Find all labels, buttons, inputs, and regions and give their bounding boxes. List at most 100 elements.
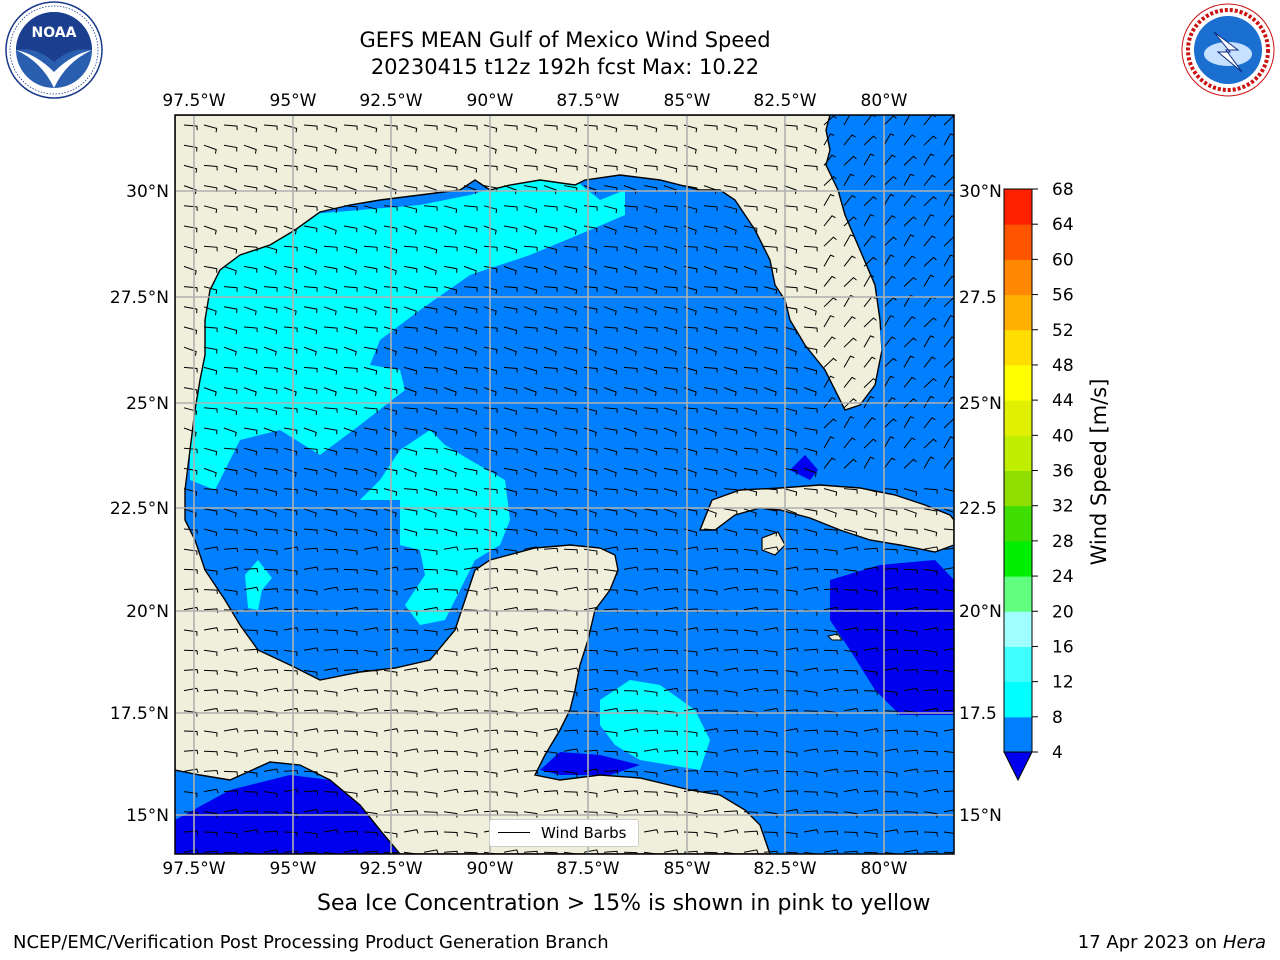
wind-barb <box>203 366 218 375</box>
wind-barb <box>383 467 398 475</box>
wind-barb <box>503 286 518 292</box>
wind-barb <box>763 124 778 133</box>
wind-barb <box>723 447 738 456</box>
wind-barb <box>723 427 738 435</box>
wind-barb <box>263 225 278 233</box>
wind-barb <box>383 547 399 553</box>
lat-label: 17.5 <box>959 704 997 724</box>
wind-barb <box>183 447 198 454</box>
wind-barb <box>483 508 498 516</box>
wind-barb <box>183 286 198 292</box>
wind-barb <box>643 567 659 573</box>
wind-barb <box>703 366 718 373</box>
wind-barb <box>383 770 398 776</box>
wind-barb <box>683 589 698 595</box>
wind-barb <box>343 830 359 836</box>
wind-barb <box>643 205 658 214</box>
wind-barb <box>283 589 298 595</box>
wind-barb <box>863 647 879 652</box>
wind-barb <box>863 196 877 207</box>
wind-barb <box>243 690 258 697</box>
wind-barb <box>283 488 298 494</box>
wind-barb <box>303 427 317 437</box>
wind-barb <box>323 447 338 456</box>
wind-barb <box>503 488 518 496</box>
wind-barb <box>183 467 198 475</box>
wind-barb <box>423 768 439 774</box>
wind-barb <box>423 606 439 612</box>
wind-barb <box>823 849 839 854</box>
wind-barb <box>323 366 338 375</box>
wind-barb <box>223 245 238 254</box>
wind-barb <box>623 528 638 535</box>
wind-barb <box>443 245 458 252</box>
wind-barb <box>763 528 778 537</box>
wind-barb <box>783 508 797 518</box>
wind-barb <box>183 687 199 693</box>
wind-barb <box>363 811 378 818</box>
wind-barb <box>623 790 639 795</box>
wind-barb <box>323 748 339 753</box>
wind-barb <box>423 447 438 454</box>
wind-barb <box>643 586 659 592</box>
wind-barb <box>203 346 218 354</box>
wind-barb <box>223 790 239 795</box>
wind-barbs-legend: Wind Barbs <box>489 819 639 847</box>
wind-barb <box>203 831 218 837</box>
wind-barb <box>363 245 378 252</box>
wind-barb <box>263 749 279 755</box>
wind-barb <box>443 326 458 333</box>
wind-barb <box>663 286 678 292</box>
wind-barb <box>483 748 499 753</box>
wind-barb <box>783 164 798 173</box>
wind-barb <box>383 589 398 596</box>
wind-barb <box>463 589 478 596</box>
wind-barb <box>843 416 855 429</box>
wind-barb <box>903 588 919 593</box>
wind-barb <box>783 286 798 292</box>
wind-barb <box>783 245 798 254</box>
wind-barb <box>923 335 935 348</box>
wind-barb <box>903 416 915 429</box>
wind-barb <box>783 528 798 535</box>
wind-barb <box>663 588 679 593</box>
wind-barb <box>603 508 618 516</box>
wind-barb <box>363 387 377 397</box>
wind-barb <box>523 811 538 818</box>
wind-barb <box>903 115 915 126</box>
wind-barb <box>803 548 818 554</box>
wind-barb <box>363 568 378 576</box>
colorbar-swatch <box>1004 400 1032 436</box>
wind-barb <box>663 508 677 518</box>
wind-barb <box>943 609 954 611</box>
wind-barb <box>623 508 637 518</box>
wind-barb <box>223 306 238 314</box>
wind-barb <box>263 366 278 373</box>
wind-barb <box>763 649 778 656</box>
wind-barb <box>663 568 678 574</box>
wind-barb <box>863 566 879 572</box>
wind-barb <box>663 548 678 555</box>
wind-barb <box>683 750 698 756</box>
wind-barb <box>423 124 438 131</box>
legend-label: Wind Barbs <box>541 824 627 842</box>
wind-barb <box>823 548 838 555</box>
wind-barb <box>823 588 839 593</box>
wind-barb <box>723 851 738 854</box>
wind-barb <box>423 286 438 292</box>
wind-barb <box>823 457 836 469</box>
wind-barb <box>923 689 939 694</box>
wind-barb <box>783 346 797 356</box>
wind-barb <box>183 528 198 535</box>
wind-barb <box>783 628 799 634</box>
wind-barb <box>703 628 719 634</box>
wind-barb <box>563 164 578 171</box>
wind-barb <box>283 326 298 333</box>
wind-barb <box>663 668 679 674</box>
wind-barb <box>883 548 898 554</box>
wind-barb <box>223 286 238 292</box>
wind-barb <box>863 438 877 449</box>
wind-barb <box>263 124 278 131</box>
lat-label: 25°N <box>959 394 1002 414</box>
wind-barb <box>943 770 954 773</box>
